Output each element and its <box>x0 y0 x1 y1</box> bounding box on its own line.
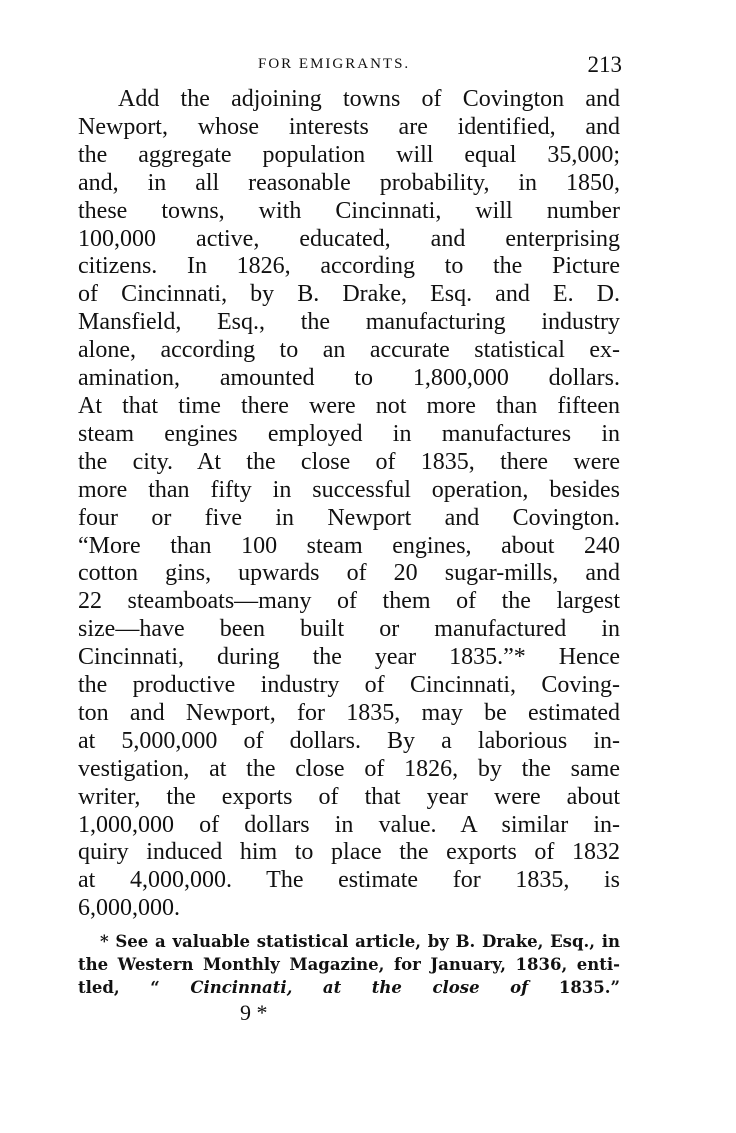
body-line: at 4,000,000. The estimate for 1835, is <box>78 867 620 894</box>
body-line: ton and Newport, for 1835, may be estima… <box>78 699 620 726</box>
page-number: 213 <box>587 52 623 77</box>
body-line: size—have been built or manufactured in <box>78 616 620 643</box>
footnote-line: * See a valuable statistical article, by… <box>100 932 620 951</box>
body-line: 1,000,000 of dollars in value. A similar… <box>78 811 620 838</box>
body-line: writer, the exports of that year were ab… <box>78 783 620 810</box>
body-line: these towns, with Cincinnati, will numbe… <box>78 197 620 224</box>
body-line: quiry induced him to place the exports o… <box>78 839 620 866</box>
body-line: amination, amounted to 1,800,000 dollars… <box>78 365 620 392</box>
body-line: Mansfield, Esq., the manufacturing indus… <box>78 309 620 336</box>
body-line: alone, according to an accurate statisti… <box>78 337 620 364</box>
running-head: FOR EMIGRANTS. <box>258 56 411 72</box>
page-header: FOR EMIGRANTS. 213 <box>78 52 622 82</box>
body-line: 6,000,000. <box>78 895 180 922</box>
body-line: at 5,000,000 of dollars. By a laborious … <box>78 727 620 754</box>
body-line: the aggregate population will equal 35,0… <box>78 141 620 168</box>
body-line: “More than 100 steam engines, about 240 <box>78 532 620 559</box>
signature-mark: 9 * <box>240 1000 268 1025</box>
body-line: more than fifty in successful operation,… <box>78 476 620 503</box>
body-line: 100,000 active, educated, and enterprisi… <box>78 225 620 252</box>
body-line: cotton gins, upwards of 20 sugar-mills, … <box>78 560 620 587</box>
footnote-text: tled, “ <box>78 978 191 997</box>
body-line: Add the adjoining towns of Covington and <box>118 86 620 112</box>
body-line: vestigation, at the close of 1826, by th… <box>78 755 620 782</box>
footnote-title: Cincinnati, at the close of <box>190 978 529 997</box>
footnote: * See a valuable statistical article, by… <box>78 930 620 999</box>
footnote-text: 1835.” <box>528 978 620 997</box>
body-line: and, in all reasonable probability, in 1… <box>78 169 620 196</box>
body-line: steam engines employed in manufactures i… <box>78 420 620 447</box>
body-line: the productive industry of Cincinnati, C… <box>78 672 620 699</box>
body-line: Newport, whose interests are identified,… <box>78 113 620 140</box>
footnote-line: the Western Monthly Magazine, for Januar… <box>78 955 620 974</box>
body-line: of Cincinnati, by B. Drake, Esq. and E. … <box>78 281 620 308</box>
body-line: the city. At the close of 1835, there we… <box>78 448 620 475</box>
body-text: Add the adjoining towns of Covington and… <box>78 86 620 923</box>
body-line: 22 steamboats—many of them of the larges… <box>78 588 620 615</box>
body-line: At that time there were not more than fi… <box>78 392 620 419</box>
body-line: citizens. In 1826, according to the Pict… <box>78 253 620 280</box>
body-line: four or five in Newport and Covington. <box>78 504 620 531</box>
footnote-line: tled, “ Cincinnati, at the close of 1835… <box>78 976 620 999</box>
body-line: Cincinnati, during the year 1835.”* Henc… <box>78 644 620 671</box>
